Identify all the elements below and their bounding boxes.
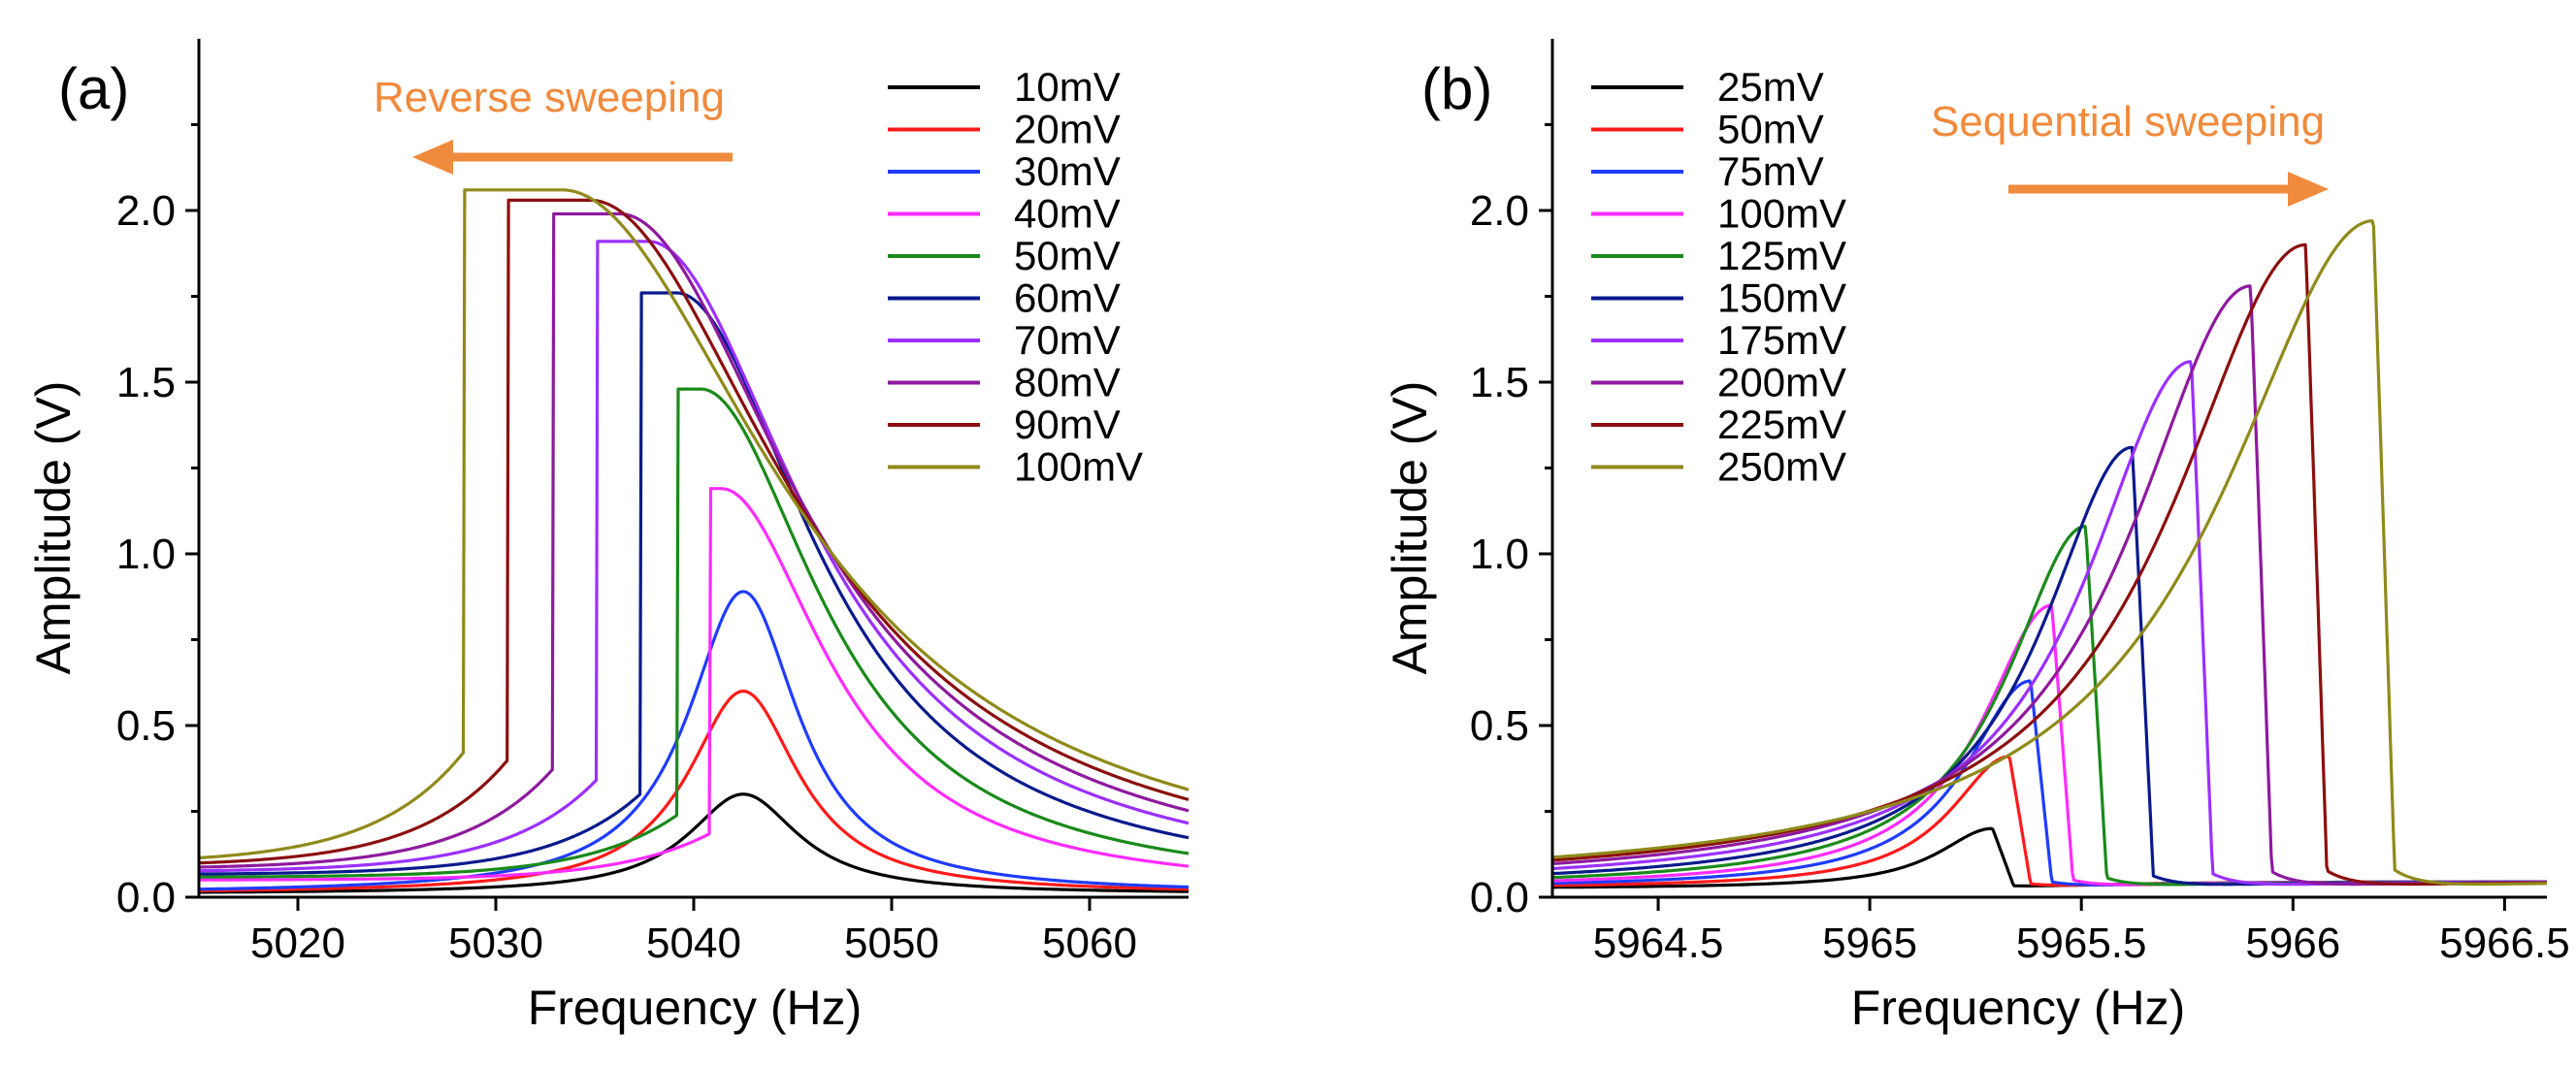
legend-label-100mV: 100mV [1717,191,1846,237]
series-line-175mV [1551,360,2548,887]
series-line-80mV [198,211,1190,869]
panel-a-legend: 10mV20mV30mV40mV50mV60mV70mV80mV90mV100m… [888,64,1143,490]
series-line-60mV [198,291,1190,876]
legend-label-75mV: 75mV [1717,148,1824,194]
panel-a-ylabel: Amplitude (V) [26,381,81,675]
sweep-arrow-head [412,140,453,175]
x-tick-label: 5060 [1042,920,1137,967]
panel-a-axes: 5020 5030 5040 5050 5060 0.0 0.5 1.0 1.5 2.0 [116,39,1189,967]
panel-b-ylabel: Amplitude (V) [1383,381,1437,675]
legend-label-80mV: 80mV [1014,360,1121,405]
legend-label-40mV: 40mV [1014,191,1121,237]
series-line-30mV [198,590,1190,891]
panel-b-label: (b) [1421,56,1492,121]
series-line-50mV [198,387,1190,879]
series-line-40mV [198,487,1190,882]
legend-label-250mV: 250mV [1717,444,1846,490]
legend-label-200mV: 200mV [1717,360,1846,405]
series-line-225mV [1551,242,2548,887]
y-tick-label: 1.0 [1470,531,1529,578]
y-tick-label: 1.5 [1470,359,1529,406]
legend-label-10mV: 10mV [1014,64,1121,110]
x-tick-label: 5965 [1822,920,1917,967]
panel-b-xlabel: Frequency (Hz) [1851,981,2186,1035]
x-tick-label: 5964.5 [1593,920,1724,967]
series-line-150mV [1551,445,2548,887]
panel-a: (a) Amplitude (V) Frequency (Hz) 5020 503… [26,39,1190,1035]
panel-a-annotation: Reverse sweeping [374,74,733,175]
legend-label-50mV: 50mV [1014,233,1121,278]
legend-label-90mV: 90mV [1014,402,1121,447]
sequential-sweeping-label: Sequential sweeping [1931,98,2325,145]
y-tick-label: 2.0 [116,187,176,235]
panel-b: (b) Amplitude (V) Frequency (Hz) 5964.5 5… [1383,39,2570,1035]
series-line-20mV [198,690,1190,892]
y-tick-label: 1.0 [116,531,176,578]
legend-label-175mV: 175mV [1717,317,1846,363]
legend-label-60mV: 60mV [1014,275,1121,321]
reverse-sweeping-label: Reverse sweeping [374,74,725,121]
panel-b-annotation: Sequential sweeping [1931,98,2329,207]
panel-a-label: (a) [58,56,129,121]
y-tick-label: 2.0 [1470,187,1529,235]
legend-label-20mV: 20mV [1014,107,1121,152]
y-tick-label: 0.5 [1470,702,1529,750]
series-line-100mV [198,188,1190,859]
panel-a-curves [198,188,1190,894]
legend-label-50mV: 50mV [1717,107,1824,152]
legend-label-100mV: 100mV [1014,444,1143,490]
legend-label-150mV: 150mV [1717,275,1846,321]
x-tick-label: 5966 [2245,920,2340,967]
series-line-200mV [1551,284,2548,887]
series-line-90mV [198,198,1190,865]
y-tick-label: 0.5 [116,702,176,750]
x-tick-label: 5050 [844,920,939,967]
legend-label-25mV: 25mV [1717,64,1824,110]
legend-label-225mV: 225mV [1717,402,1846,447]
panel-a-xlabel: Frequency (Hz) [528,981,863,1035]
legend-label-70mV: 70mV [1014,317,1121,363]
panel-b-legend: 25mV50mV75mV100mV125mV150mV175mV200mV225… [1591,64,1846,490]
x-tick-label: 5966.5 [2439,920,2570,967]
y-tick-label: 0.0 [1470,874,1529,921]
legend-label-125mV: 125mV [1717,233,1846,278]
panel-b-axes: 5964.5 5965 5965.5 5966 5966.5 0.0 0.5 1.0 1.5 2.… [1470,39,2570,967]
x-tick-label: 5020 [250,920,345,967]
panel-b-curves [1551,219,2548,889]
y-tick-label: 1.5 [116,359,176,406]
series-line-250mV [1551,219,2548,887]
x-tick-label: 5040 [646,920,741,967]
series-line-70mV [198,240,1190,873]
y-tick-label: 0.0 [116,874,176,921]
series-line-10mV [198,792,1190,894]
x-tick-label: 5965.5 [2016,920,2147,967]
sweep-arrow-head [2288,172,2329,207]
legend-label-30mV: 30mV [1014,148,1121,194]
x-tick-label: 5030 [448,920,543,967]
